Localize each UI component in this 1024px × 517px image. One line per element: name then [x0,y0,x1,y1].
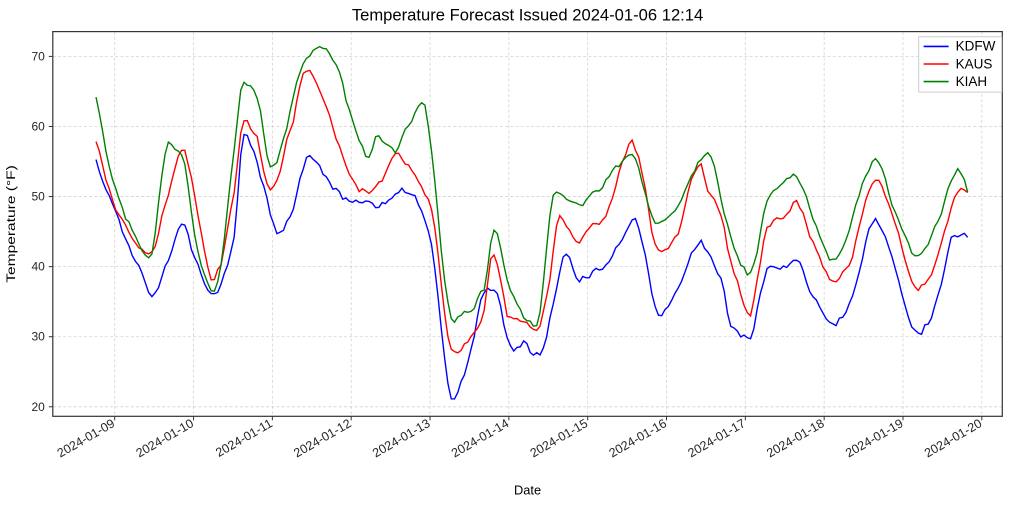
svg-text:Temperature (°F): Temperature (°F) [4,165,18,283]
svg-text:70: 70 [31,49,45,63]
svg-text:40: 40 [31,260,45,274]
svg-text:60: 60 [31,119,45,133]
svg-text:20: 20 [31,400,45,414]
svg-text:50: 50 [31,190,45,204]
svg-text:KIAH: KIAH [956,74,988,89]
svg-text:KAUS: KAUS [956,56,993,71]
svg-text:KDFW: KDFW [956,39,996,54]
svg-text:Temperature Forecast Issued 20: Temperature Forecast Issued 2024-01-06 1… [352,6,703,25]
svg-text:Date: Date [514,483,541,498]
svg-text:30: 30 [31,330,45,344]
